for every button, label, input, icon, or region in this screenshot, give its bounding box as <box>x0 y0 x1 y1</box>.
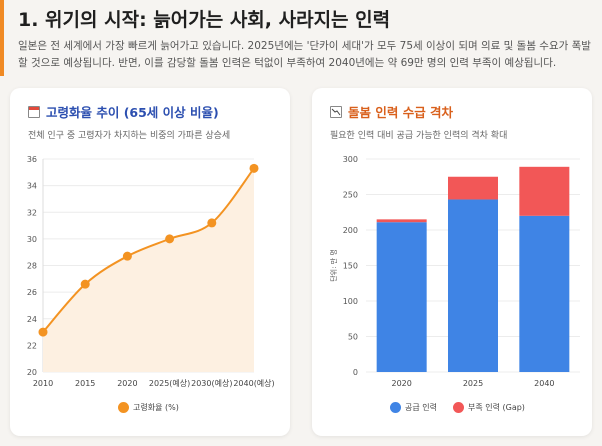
care-gap-card: 돌봄 인력 수급 격차 필요한 인력 대비 공급 가능한 인력의 격차 확대 0… <box>312 88 592 436</box>
care-gap-title-text: 돌봄 인력 수급 격차 <box>348 105 454 120</box>
aging-rate-legend[interactable]: 고령화율 (%) <box>118 402 179 413</box>
y-tick-label: 250 <box>343 191 358 200</box>
bar-gap <box>376 219 427 223</box>
bar-supply <box>376 222 427 372</box>
bar-supply <box>519 215 570 372</box>
x-tick-label: 2040 <box>534 379 554 388</box>
legend-swatch-aging-rate <box>118 402 129 413</box>
section-header: 1. 위기의 시작: 늙어가는 사회, 사라지는 인력 일본은 전 세계에서 가… <box>0 0 602 76</box>
aging-rate-card-title: 고령화율 추이 (65세 이상 비율) <box>28 102 219 121</box>
y-tick-label: 32 <box>27 208 37 217</box>
y-tick-label: 0 <box>353 368 358 377</box>
bar-gap <box>448 176 498 200</box>
y-tick-label: 30 <box>27 235 37 244</box>
y-tick-label: 20 <box>27 368 37 377</box>
area-fill <box>43 168 254 372</box>
y-tick-label: 22 <box>27 341 37 350</box>
bar-gap <box>519 166 570 216</box>
bar-supply <box>448 199 498 372</box>
y-tick-label: 300 <box>343 155 358 164</box>
legend-label-aging-rate: 고령화율 (%) <box>133 403 179 412</box>
care-gap-card-title: 돌봄 인력 수급 격차 <box>330 102 453 121</box>
x-tick-label: 2010 <box>33 379 53 388</box>
care-gap-legend[interactable]: 공급 인력 부족 인력 (Gap) <box>390 402 525 413</box>
chart-icon <box>330 105 342 118</box>
data-point <box>165 234 175 244</box>
care-gap-subtitle: 필요한 인력 대비 공급 가능한 인력의 격차 확대 <box>330 131 508 141</box>
series-line <box>42 167 255 333</box>
y-tick-label: 50 <box>348 333 358 342</box>
legend-swatch-gap <box>452 402 464 413</box>
data-point <box>80 279 90 289</box>
x-tick-label: 2015 <box>75 379 95 388</box>
x-tick-label: 2025 <box>463 379 483 388</box>
care-gap-bar-chart: 0 50 100 150 200 250 300 단위: 만 명 2020 2025 2040 <box>329 155 580 388</box>
y-tick-label: 100 <box>343 297 358 306</box>
legend-swatch-supply <box>390 402 401 413</box>
x-tick-label: 2030(예상) <box>191 378 232 388</box>
data-point <box>38 327 48 337</box>
aging-rate-card: 고령화율 추이 (65세 이상 비율) 전체 인구 중 고령자가 차지하는 비중… <box>10 88 290 436</box>
page-title: 1. 위기의 시작: 늙어가는 사회, 사라지는 인력 <box>18 9 391 31</box>
calendar-icon <box>28 105 40 118</box>
data-point <box>122 251 132 261</box>
y-tick-label: 26 <box>27 288 37 297</box>
x-tick-label: 2025(예상) <box>149 378 190 388</box>
x-tick-label: 2020 <box>117 379 137 388</box>
data-point <box>207 218 217 228</box>
y-tick-label: 200 <box>343 226 358 235</box>
legend-label-supply: 공급 인력 <box>405 403 437 412</box>
x-tick-label: 2020 <box>391 379 411 388</box>
aging-rate-subtitle: 전체 인구 중 고령자가 차지하는 비중의 가파른 상승세 <box>28 131 231 141</box>
y-tick-label: 150 <box>343 262 358 271</box>
data-point <box>249 163 259 173</box>
page-description: 일본은 전 세계에서 가장 빠르게 늙어가고 있습니다. 2025년에는 '단카… <box>18 40 591 69</box>
aging-rate-title-text: 고령화율 추이 (65세 이상 비율) <box>46 105 219 120</box>
x-tick-label: 2040(예상) <box>233 378 274 388</box>
y-tick-label: 24 <box>27 315 37 324</box>
y-tick-label: 36 <box>27 155 37 164</box>
y-axis-label: 단위: 만 명 <box>329 249 338 282</box>
y-tick-label: 28 <box>27 262 37 271</box>
y-tick-label: 34 <box>27 182 37 191</box>
legend-label-gap: 부족 인력 (Gap) <box>467 403 525 412</box>
